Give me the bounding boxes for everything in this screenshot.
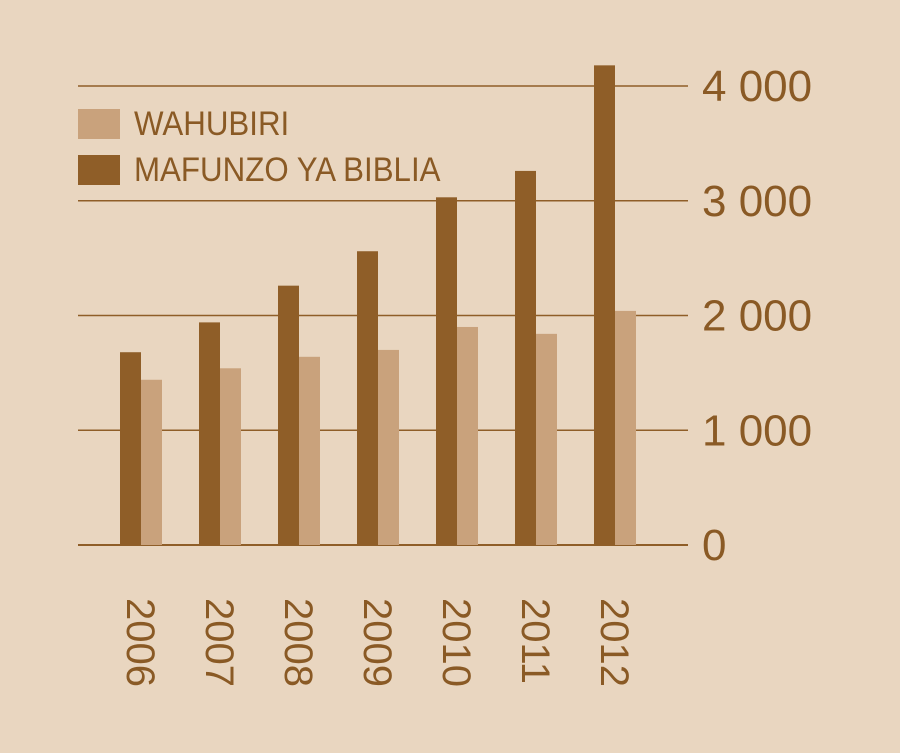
- x-tick-label: 2008: [276, 598, 320, 687]
- bar-mafunzo-ya-biblia: [278, 285, 299, 545]
- x-tick-label: 2009: [355, 598, 399, 687]
- bar-wahubiri: [220, 368, 241, 545]
- x-tick-label: 2010: [434, 598, 478, 687]
- legend-label-wahubiri: WAHUBIRI: [134, 104, 290, 143]
- y-tick-label: 4 000: [702, 62, 812, 111]
- legend-item-mafunzo: MAFUNZO YA BIBLIA: [78, 150, 467, 190]
- y-tick-label: 2 000: [702, 292, 812, 341]
- bar-wahubiri: [536, 333, 557, 545]
- bar-wahubiri: [299, 356, 320, 545]
- x-tick-label: 2007: [197, 598, 241, 687]
- bar-mafunzo-ya-biblia: [357, 251, 378, 546]
- bar-mafunzo-ya-biblia: [120, 352, 141, 545]
- legend-swatch-wahubiri: [78, 109, 120, 139]
- y-axis-tick-labels: 0 1 000 2 000 3 000 4 000: [702, 62, 812, 570]
- y-tick-label: 0: [702, 521, 726, 570]
- bar-mafunzo-ya-biblia: [515, 170, 536, 546]
- bar-mafunzo-ya-biblia: [199, 322, 220, 545]
- bar-mafunzo-ya-biblia: [594, 65, 615, 545]
- legend: WAHUBIRI MAFUNZO YA BIBLIA: [78, 104, 467, 196]
- x-tick-label: 2011: [513, 598, 557, 684]
- bar-wahubiri: [378, 349, 399, 545]
- bars: [120, 65, 636, 546]
- legend-swatch-mafunzo: [78, 155, 120, 185]
- x-tick-label: 2012: [592, 598, 636, 687]
- y-tick-label: 1 000: [702, 406, 812, 455]
- bar-wahubiri: [615, 310, 636, 545]
- legend-item-wahubiri: WAHUBIRI: [78, 104, 467, 144]
- y-tick-label: 3 000: [702, 177, 812, 226]
- x-axis-tick-labels: 2006 2007 2008 2009 2010 2011 2012: [118, 598, 636, 687]
- x-tick-label: 2006: [118, 598, 162, 687]
- legend-label-mafunzo: MAFUNZO YA BIBLIA: [134, 150, 441, 189]
- bar-mafunzo-ya-biblia: [436, 197, 457, 545]
- bar-wahubiri: [457, 326, 478, 545]
- bar-wahubiri: [141, 379, 162, 545]
